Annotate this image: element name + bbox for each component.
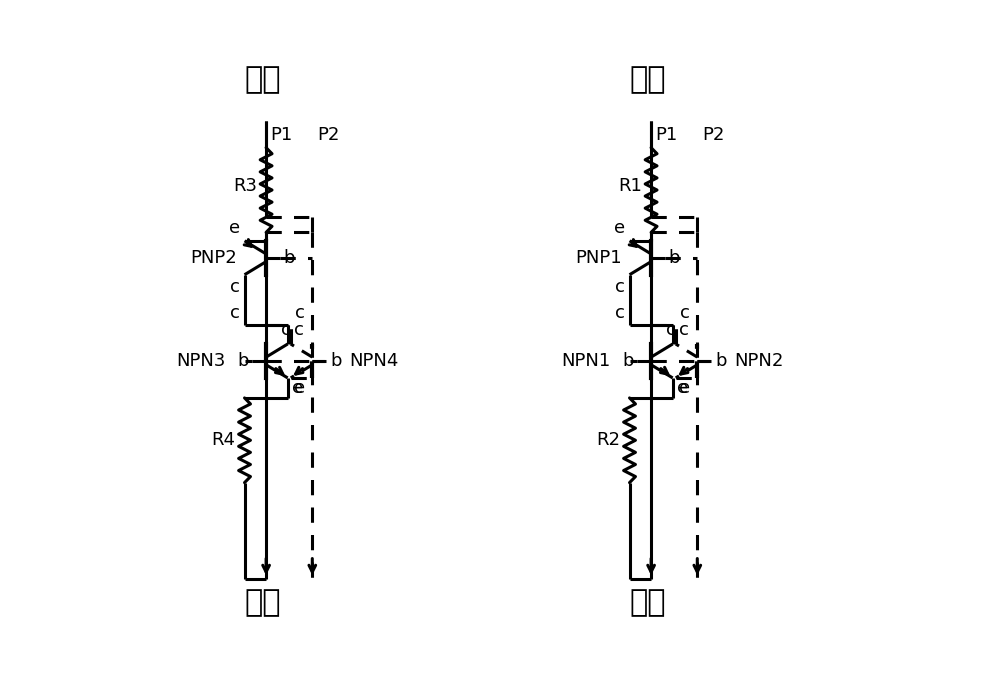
Text: b: b — [284, 248, 295, 267]
Text: c: c — [230, 304, 240, 322]
Text: c: c — [679, 321, 689, 339]
Text: b: b — [330, 352, 342, 370]
Text: P2: P2 — [702, 126, 724, 144]
Text: P2: P2 — [317, 126, 339, 144]
Text: 阴极: 阴极 — [629, 65, 666, 94]
Text: e: e — [677, 380, 688, 397]
Text: NPN3: NPN3 — [176, 352, 225, 370]
Text: b: b — [715, 352, 727, 370]
Text: R2: R2 — [596, 431, 620, 450]
Text: P1: P1 — [656, 126, 678, 144]
Text: c: c — [230, 278, 240, 296]
Text: e: e — [294, 380, 305, 397]
Text: P1: P1 — [271, 126, 293, 144]
Text: R3: R3 — [233, 177, 257, 195]
Text: R4: R4 — [211, 431, 235, 450]
Text: e: e — [292, 380, 303, 397]
Text: 阳极: 阳极 — [244, 65, 281, 94]
Text: c: c — [281, 321, 291, 339]
Text: b: b — [622, 352, 633, 370]
Text: NPN2: NPN2 — [734, 352, 784, 370]
Text: c: c — [615, 304, 625, 322]
Text: PNP1: PNP1 — [575, 248, 622, 267]
Text: b: b — [669, 248, 680, 267]
Text: PNP2: PNP2 — [190, 248, 237, 267]
Text: e: e — [614, 219, 625, 237]
Text: e: e — [229, 219, 240, 237]
Text: 阳极: 阳极 — [629, 588, 666, 617]
Text: c: c — [615, 278, 625, 296]
Text: NPN1: NPN1 — [561, 352, 610, 370]
Text: c: c — [295, 304, 305, 322]
Text: 阴极: 阴极 — [244, 588, 281, 617]
Text: R1: R1 — [618, 177, 642, 195]
Text: b: b — [237, 352, 248, 370]
Text: NPN4: NPN4 — [349, 352, 399, 370]
Text: e: e — [679, 380, 690, 397]
Text: c: c — [294, 321, 304, 339]
Text: c: c — [666, 321, 676, 339]
Text: c: c — [680, 304, 690, 322]
